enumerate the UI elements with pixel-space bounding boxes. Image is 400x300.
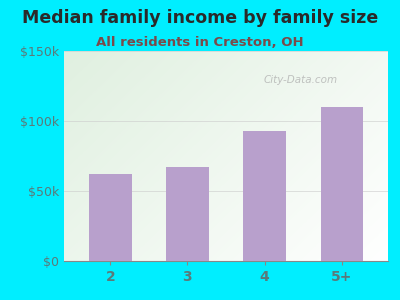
Text: Median family income by family size: Median family income by family size [22,9,378,27]
Bar [166,167,209,261]
Bar [243,131,286,261]
Text: All residents in Creston, OH: All residents in Creston, OH [96,36,304,49]
Text: City-Data.com: City-Data.com [264,75,338,85]
Bar [320,107,363,261]
Bar [89,174,132,261]
